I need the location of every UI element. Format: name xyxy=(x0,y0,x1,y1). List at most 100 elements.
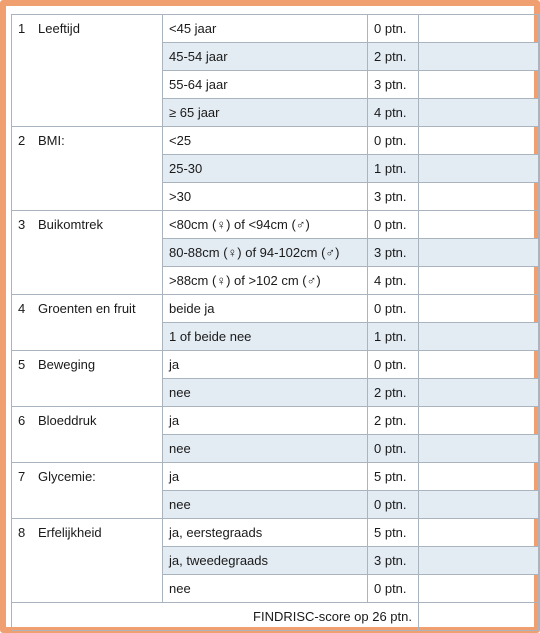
empty-cell xyxy=(418,462,539,491)
empty-cell xyxy=(418,42,539,71)
option-points: 5 ptn. xyxy=(367,518,419,547)
table-row: 45-54 jaar 2 ptn. xyxy=(12,42,539,71)
empty-cell xyxy=(418,182,539,211)
option-points: 0 ptn. xyxy=(367,126,419,155)
findrisc-table: 1 Leeftijd <45 jaar 0 ptn. 45-54 jaar 2 ptn. 5… xyxy=(11,14,539,631)
option-points: 0 ptn. xyxy=(367,490,419,519)
empty-cell xyxy=(418,518,539,547)
option-points: 4 ptn. xyxy=(367,266,419,295)
option-text: <25 xyxy=(162,126,368,155)
empty-cell xyxy=(418,238,539,267)
option-text: nee xyxy=(162,378,368,407)
empty-cell xyxy=(418,350,539,379)
option-text: ja, eerstegraads xyxy=(162,518,368,547)
empty-cell xyxy=(418,574,539,603)
empty-cell xyxy=(418,266,539,295)
findrisc-score-label: FINDRISC-score op 26 ptn. xyxy=(11,602,419,631)
category-cell: 1 Leeftijd xyxy=(11,14,163,127)
table-row: 1 Leeftijd <45 jaar 0 ptn. xyxy=(11,14,539,127)
option-points: 3 ptn. xyxy=(367,546,419,575)
category-number: 6 xyxy=(18,413,26,428)
empty-cell xyxy=(418,546,539,575)
empty-cell xyxy=(418,154,539,183)
option-points: 1 ptn. xyxy=(367,154,419,183)
category-cell: 6 Bloeddruk xyxy=(11,406,163,463)
empty-cell xyxy=(418,406,539,435)
table-row: nee 0 ptn. xyxy=(12,490,539,519)
category-cell: 3 Buikomtrek xyxy=(11,210,163,295)
option-points: 0 ptn. xyxy=(367,14,419,43)
option-text: ja xyxy=(162,406,368,435)
empty-cell xyxy=(418,210,539,239)
option-text: ja xyxy=(162,462,368,491)
empty-cell xyxy=(418,434,539,463)
option-text: ja xyxy=(162,350,368,379)
empty-cell xyxy=(418,126,539,155)
option-points: 0 ptn. xyxy=(367,294,419,323)
category-cell: 8 Erfelijkheid xyxy=(11,518,163,603)
table-row: 4 Groenten en fruit beide ja 0 ptn. xyxy=(11,294,539,351)
option-points: 3 ptn. xyxy=(367,238,419,267)
table-row: 3 Buikomtrek <80cm (♀) of <94cm (♂) 0 ptn. xyxy=(11,210,539,295)
category-number: 2 xyxy=(18,133,26,148)
option-text: 55-64 jaar xyxy=(162,70,368,99)
category-label: Erfelijkheid xyxy=(38,525,102,540)
table-row: 5 Beweging ja 0 ptn. xyxy=(11,350,539,407)
findrisc-table-body: 1 Leeftijd <45 jaar 0 ptn. 45-54 jaar 2 ptn. 5… xyxy=(11,14,539,631)
option-points: 3 ptn. xyxy=(367,70,419,99)
category-cell: 5 Beweging xyxy=(11,350,163,407)
table-row: >30 3 ptn. xyxy=(12,182,539,211)
category-number: 5 xyxy=(18,357,26,372)
empty-cell xyxy=(418,294,539,323)
footer-row: FINDRISC-score op 26 ptn. xyxy=(11,602,539,631)
table-row: 2 BMI: <25 0 ptn. xyxy=(11,126,539,211)
option-points: 0 ptn. xyxy=(367,434,419,463)
option-text: 45-54 jaar xyxy=(162,42,368,71)
option-points: 2 ptn. xyxy=(367,378,419,407)
empty-cell xyxy=(418,14,539,43)
option-points: 5 ptn. xyxy=(367,462,419,491)
table-row: ≥ 65 jaar 4 ptn. xyxy=(12,98,539,127)
option-text: nee xyxy=(162,490,368,519)
category-cell: 4 Groenten en fruit xyxy=(11,294,163,351)
table-row: 8 Erfelijkheid ja, eerstegraads 5 ptn. xyxy=(11,518,539,603)
option-text: >88cm (♀) of >102 cm (♂) xyxy=(162,266,368,295)
category-number: 1 xyxy=(18,21,26,36)
table-row: 6 Bloeddruk ja 2 ptn. xyxy=(11,406,539,463)
option-points: 0 ptn. xyxy=(367,350,419,379)
empty-cell xyxy=(418,378,539,407)
option-points: 0 ptn. xyxy=(367,210,419,239)
category-label: Groenten en fruit xyxy=(38,301,136,316)
category-label: Bloeddruk xyxy=(38,413,97,428)
table-row: 80-88cm (♀) of 94-102cm (♂) 3 ptn. xyxy=(12,238,539,267)
category-number: 4 xyxy=(18,301,26,316)
option-text: nee xyxy=(162,434,368,463)
empty-cell xyxy=(418,322,539,351)
category-label: Glycemie: xyxy=(38,469,96,484)
table-row: ja, tweedegraads 3 ptn. xyxy=(12,546,539,575)
table-row: 25-30 1 ptn. xyxy=(12,154,539,183)
category-cell: 2 BMI: xyxy=(11,126,163,211)
option-text: nee xyxy=(162,574,368,603)
empty-cell xyxy=(418,98,539,127)
option-points: 2 ptn. xyxy=(367,42,419,71)
empty-cell xyxy=(418,490,539,519)
option-points: 3 ptn. xyxy=(367,182,419,211)
option-points: 1 ptn. xyxy=(367,322,419,351)
option-text: <45 jaar xyxy=(162,14,368,43)
table-row: 1 of beide nee 1 ptn. xyxy=(12,322,539,351)
category-label: Leeftijd xyxy=(38,21,80,36)
category-number: 3 xyxy=(18,217,26,232)
score-input-cell xyxy=(418,602,539,631)
option-points: 0 ptn. xyxy=(367,574,419,603)
option-points: 4 ptn. xyxy=(367,98,419,127)
option-text: >30 xyxy=(162,182,368,211)
category-number: 8 xyxy=(18,525,26,540)
option-text: 80-88cm (♀) of 94-102cm (♂) xyxy=(162,238,368,267)
option-text: <80cm (♀) of <94cm (♂) xyxy=(162,210,368,239)
option-text: ≥ 65 jaar xyxy=(162,98,368,127)
option-points: 2 ptn. xyxy=(367,406,419,435)
category-label: Beweging xyxy=(38,357,96,372)
table-row: 7 Glycemie: ja 5 ptn. xyxy=(11,462,539,519)
option-text: ja, tweedegraads xyxy=(162,546,368,575)
